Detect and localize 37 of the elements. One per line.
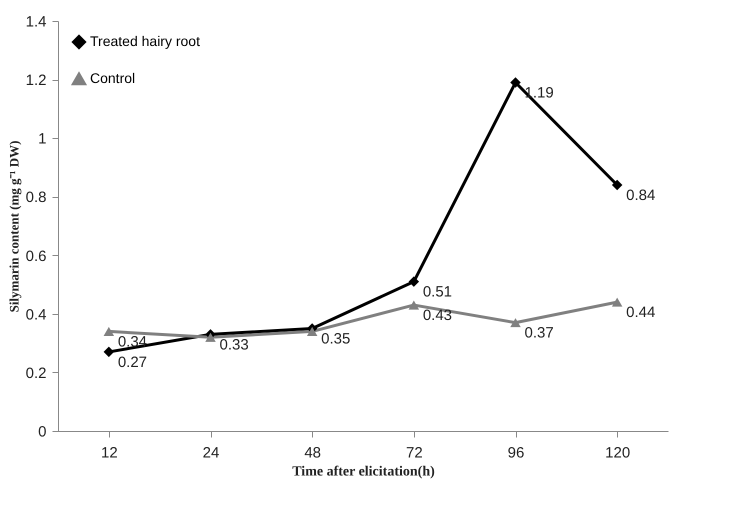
y-tick-label: 0.6 <box>26 248 46 265</box>
point <box>408 276 420 287</box>
x-axis-title: Time after elicitation(h) <box>292 464 436 480</box>
point <box>510 77 521 88</box>
y-tick-label: 1.4 <box>26 14 46 30</box>
x-tick-label: 72 <box>406 444 423 462</box>
point <box>408 300 420 310</box>
y-tick-label: 0.8 <box>26 189 46 206</box>
point <box>510 318 521 328</box>
point <box>612 298 622 307</box>
data-label: 0.84 <box>626 187 656 204</box>
data-label: 0.37 <box>524 324 554 342</box>
x-tick-label: 48 <box>304 444 322 462</box>
point <box>306 326 318 336</box>
data-label: 0.34 <box>118 333 148 350</box>
x-tick-label: 120 <box>605 444 630 462</box>
data-label: 0.51 <box>422 284 452 301</box>
data-label: 0.35 <box>321 330 350 348</box>
x-tick-label: 96 <box>508 444 524 462</box>
point <box>104 326 114 336</box>
y-axis-title: Silymarin content (mg g⁻¹ DW) <box>6 140 22 312</box>
legend-label: Control <box>90 70 136 86</box>
data-label: 0.44 <box>626 304 656 322</box>
y-tick-label: 1.2 <box>26 72 46 90</box>
point <box>612 180 622 190</box>
y-tick-label: 1 <box>38 130 46 148</box>
data-label: 0.33 <box>220 336 249 354</box>
y-tick-label: 0 <box>38 424 46 440</box>
point <box>205 332 216 342</box>
data-label: 0.27 <box>118 354 148 371</box>
point <box>104 346 114 358</box>
x-tick-label: 24 <box>202 444 220 462</box>
data-label: 0.43 <box>422 307 452 324</box>
legend-label: Treated hairy root <box>90 33 200 49</box>
x-tick-label: 12 <box>100 444 118 462</box>
y-tick-label: 0.2 <box>26 364 46 382</box>
y-tick-label: 0.4 <box>26 306 46 324</box>
